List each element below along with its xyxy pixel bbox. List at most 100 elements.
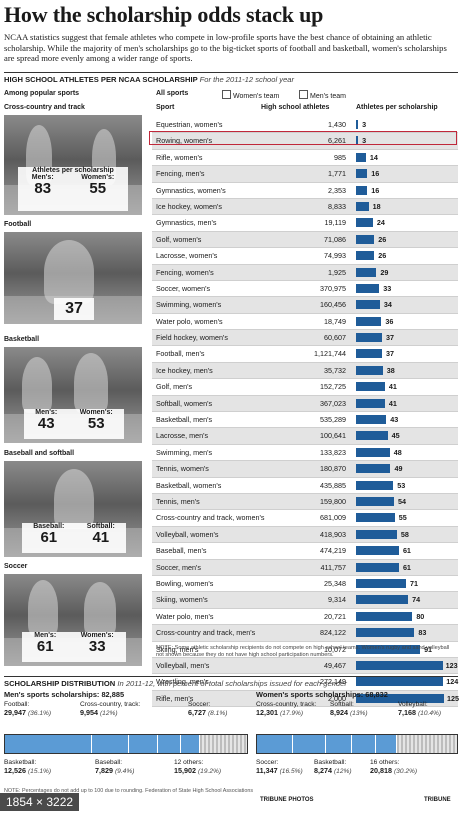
athletes-value: 1,430 <box>328 120 346 129</box>
chart-bar <box>356 234 375 244</box>
chart-row: Tennis, men's 159,800 54 <box>152 493 458 511</box>
soccer-player-figure <box>28 580 58 636</box>
athletes-value: 824,122 <box>320 628 346 638</box>
aps-value: 37 <box>386 349 395 359</box>
distribution-segment <box>5 735 93 753</box>
chart-bar <box>356 644 421 654</box>
chart-bar <box>356 218 373 228</box>
distribution-bar-frame <box>4 734 248 754</box>
athletes-value: 535,289 <box>320 415 346 425</box>
popular-sports-header: Among popular sports <box>4 90 80 97</box>
distribution-segment <box>200 735 247 753</box>
aps-value: 34 <box>383 300 392 310</box>
distribution-label-name: Volleyball: <box>398 701 428 708</box>
distribution-label-pct: (12%) <box>99 709 118 717</box>
athletes-value: 18,749 <box>324 316 346 326</box>
sport-label: Fencing, women's <box>156 267 214 277</box>
footnote: NOTE: Percentages do not add up to 100 d… <box>4 788 253 794</box>
stat-box: 37 <box>54 298 94 320</box>
athletes-value: 1,925 <box>328 267 346 277</box>
athletes-value: 19,119 <box>324 218 346 228</box>
chart-row: Cross-country and track, women's 681,009 5… <box>152 510 458 527</box>
chart-bar <box>356 333 383 343</box>
chart-bar <box>356 529 397 539</box>
distribution-label-name: Soccer: <box>188 701 211 708</box>
chart-row: Rowing, women's 6,261 3 <box>152 133 458 150</box>
distribution-label-pct: (10.4%) <box>417 709 442 717</box>
aps-value: 16 <box>371 185 380 195</box>
chart-bar <box>356 677 444 687</box>
distribution-label: Cross-country, track: 9,954 (12%) <box>80 701 140 717</box>
sport-label: Golf, women's <box>156 234 202 244</box>
chart-bar <box>356 562 399 572</box>
stat-label: Softball: <box>86 523 115 530</box>
distribution-label: Soccer: 11,347 (16.5%) <box>256 759 303 775</box>
sport-label: Cross-country and track, men's <box>156 628 256 638</box>
stat-box: Men's: 43 Women's: 53 <box>24 409 124 439</box>
distribution-label-value: 6,727 <box>188 707 208 717</box>
distribution-label-pct: (15.1%) <box>27 767 52 775</box>
chart-row: Baseball, men's 474,219 61 <box>152 543 458 560</box>
chart-title: HIGH SCHOOL ATHLETES PER NCAA SCHOLARSHI… <box>4 72 458 84</box>
distribution-label-value: 20,818 <box>370 765 394 775</box>
distribution-label-value: 8,924 <box>330 707 350 717</box>
distribution-label-name: Football: <box>4 701 30 708</box>
aps-value: 74 <box>412 595 421 605</box>
athletes-value: 159,800 <box>320 496 346 506</box>
chart-row: Lacrosse, men's 100,641 45 <box>152 428 458 445</box>
sport-label: Bowling, women's <box>156 578 214 588</box>
athletes-value: 1,771 <box>328 169 346 179</box>
athletes-value: 133,823 <box>320 447 346 457</box>
athletes-value: 49,467 <box>324 660 346 670</box>
chart-row: Golf, men's 152,725 41 <box>152 379 458 396</box>
chart-bar <box>356 595 409 605</box>
stat-value: 55 <box>89 180 107 197</box>
athletes-value: 474,219 <box>320 546 346 556</box>
distribution-label-name: Softball: <box>330 701 354 708</box>
athletes-value: 71,086 <box>324 234 346 244</box>
distribution-label-pct: (19.2%) <box>197 767 222 775</box>
sport-label: Fencing, men's <box>156 169 205 179</box>
chart-row: Water polo, women's 18,749 36 <box>152 314 458 331</box>
distribution-label-value: 7,168 <box>398 707 418 717</box>
distribution-segment <box>158 735 181 753</box>
aps-value: 38 <box>386 365 395 375</box>
distribution-label: 12 others: 15,902 (19.2%) <box>174 759 221 775</box>
aps-value: 36 <box>385 316 394 326</box>
distribution-bar-frame <box>256 734 458 754</box>
distribution-segment <box>351 735 376 753</box>
aps-value: 29 <box>380 267 389 277</box>
stat-caption: Athletes per scholarship <box>32 167 114 174</box>
chart-row: Bowling, women's 25,348 71 <box>152 576 458 593</box>
chart-row: Soccer, men's 411,757 61 <box>152 559 458 576</box>
chart-row: Gymnastics, men's 19,119 24 <box>152 215 458 232</box>
chart-bar <box>356 578 406 588</box>
distribution-label-name: Baseball: <box>95 759 123 766</box>
chart-row: Golf, women's 71,086 26 <box>152 231 458 249</box>
distribution-label: Baseball: 7,829 (9.4%) <box>95 759 134 775</box>
distribution-label: Softball: 8,924 (13%) <box>330 701 368 717</box>
distribution-label-name: Cross-country, track: <box>256 701 317 708</box>
sport-label: Equestrian, women's <box>156 120 223 129</box>
chart-row: Equestrian, women's 1,430 3 <box>152 117 458 134</box>
aps-value: 37 <box>386 333 395 343</box>
chart-title-text: HIGH SCHOOL ATHLETES PER NCAA SCHOLARSHI… <box>4 75 198 84</box>
stat-value: 43 <box>37 415 55 432</box>
sport-label: Basketball, women's <box>156 480 222 490</box>
aps-value: 58 <box>400 529 409 539</box>
aps-value: 26 <box>378 234 387 244</box>
distribution-bar <box>5 735 247 753</box>
sport-label: Rifle, women's <box>156 152 203 162</box>
sport-label: Skiing, men's <box>156 644 199 654</box>
distribution-label-value: 29,947 <box>4 707 28 717</box>
sport-label: Baseball, men's <box>156 546 207 556</box>
chart-bar <box>356 120 359 129</box>
sport-label: Gymnastics, men's <box>156 218 217 228</box>
basketball-player-figure <box>74 353 108 413</box>
aps-value: 48 <box>393 447 402 457</box>
chart-row: Field hockey, women's 60,607 37 <box>152 330 458 347</box>
distribution-label-pct: (12%) <box>333 767 352 775</box>
athletes-value: 6,261 <box>328 136 346 146</box>
sport-label: Gymnastics, women's <box>156 185 226 195</box>
distribution-label-value: 8,274 <box>314 765 334 775</box>
